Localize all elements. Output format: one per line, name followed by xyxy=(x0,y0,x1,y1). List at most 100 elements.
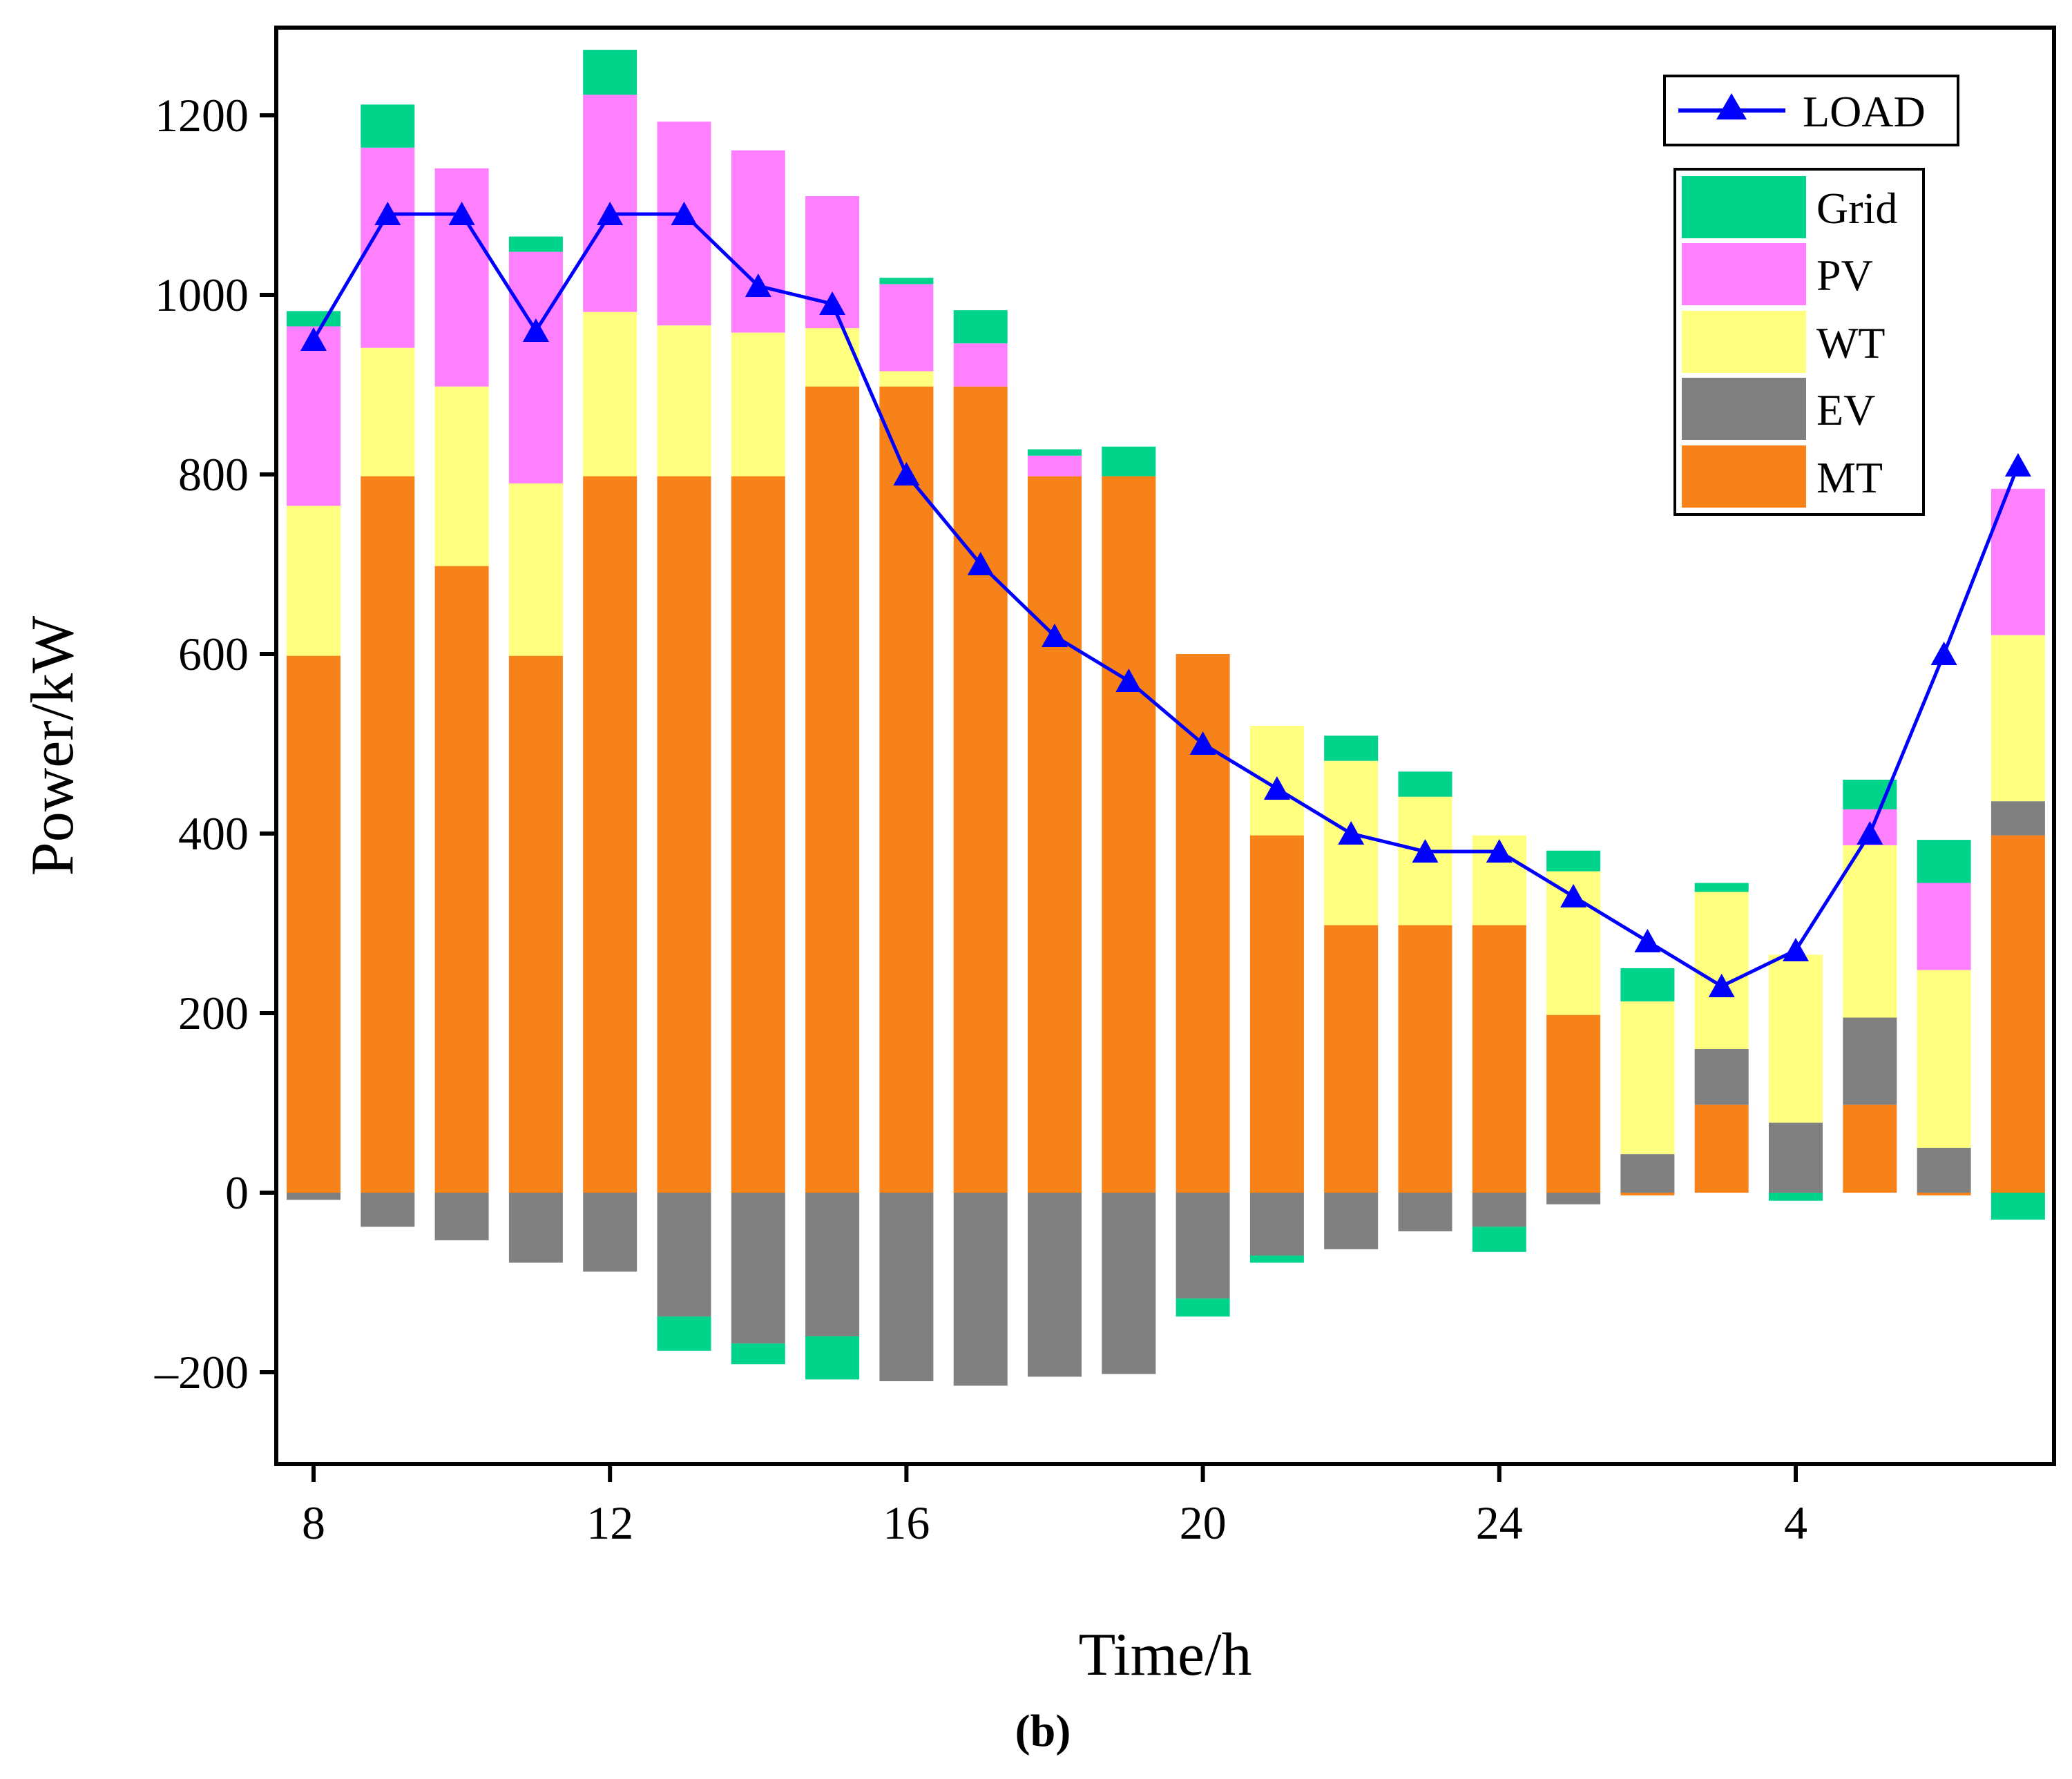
y-tick-label-1000: 1000 xyxy=(155,269,249,321)
load-point-4 xyxy=(1783,938,1809,961)
bar-ev-5 xyxy=(1843,1017,1897,1105)
load-point-5 xyxy=(1857,821,1883,845)
bar-mt-14 xyxy=(731,476,785,1193)
bar-mt-8 xyxy=(287,655,340,1193)
bar-mt-5 xyxy=(1843,1104,1897,1193)
bar-grid-2 xyxy=(1620,968,1675,1002)
x-tick-label-8: 8 xyxy=(302,1497,325,1549)
bar-mt-7 xyxy=(1991,835,2045,1193)
load-point-14 xyxy=(745,273,771,297)
bar-grid-23 xyxy=(1398,771,1452,797)
bar-wt-5 xyxy=(1843,845,1897,1018)
bar-grid-16 xyxy=(879,278,934,285)
x-axis: 8 12 16 20 24 4 xyxy=(302,1464,1807,1549)
bar-mt-22 xyxy=(1324,925,1379,1193)
bar-wt-9 xyxy=(361,347,415,477)
bar-mt-17 xyxy=(953,386,1008,1193)
bar-wt-2 xyxy=(1620,1001,1675,1155)
legend-swatch-ev xyxy=(1682,378,1806,440)
bar-mt-13 xyxy=(657,476,711,1193)
legend-label-wt: WT xyxy=(1816,318,1886,367)
bar-pv-17 xyxy=(953,343,1008,387)
bar-wt-14 xyxy=(731,332,785,477)
bar-ev-15 xyxy=(805,1193,860,1336)
y-tick-label-200: 200 xyxy=(178,987,249,1039)
legend: LOAD Grid PV WT EV MT xyxy=(1663,75,1959,516)
y-tick-label-0: 0 xyxy=(225,1166,249,1219)
bar-ev-23 xyxy=(1398,1193,1452,1231)
bar-grid-15 xyxy=(805,1336,860,1380)
bar-mt-9 xyxy=(361,476,415,1193)
y-tick-label-1200: 1200 xyxy=(155,89,249,142)
bar-pv-16 xyxy=(879,284,934,372)
bar-mt-12 xyxy=(583,476,637,1193)
bar-ev-16 xyxy=(879,1193,934,1381)
bar-wt-13 xyxy=(657,325,711,477)
legend-swatch-pv xyxy=(1682,243,1806,305)
bar-ev-9 xyxy=(361,1193,415,1227)
bar-grid-21 xyxy=(1249,1256,1304,1263)
bar-pv-6 xyxy=(1917,883,1971,970)
bar-ev-1 xyxy=(1546,1193,1601,1204)
bar-mt-1 xyxy=(1546,1014,1601,1193)
bar-ev-11 xyxy=(508,1193,563,1263)
load-point-2 xyxy=(1634,929,1661,952)
bar-pv-14 xyxy=(731,150,785,333)
bar-wt-16 xyxy=(879,371,934,387)
load-point-16 xyxy=(893,462,920,485)
x-tick-label-4: 4 xyxy=(1784,1497,1807,1549)
load-point-13 xyxy=(671,202,698,225)
load-point-7 xyxy=(2004,453,2031,477)
bar-grid-8 xyxy=(287,311,340,327)
bar-grid-20 xyxy=(1176,1298,1230,1317)
bar-grid-3 xyxy=(1694,883,1749,892)
bar-mt-24 xyxy=(1472,925,1526,1193)
bar-grid-7 xyxy=(1991,1193,2045,1220)
load-point-21 xyxy=(1263,776,1290,800)
bar-ev-20 xyxy=(1176,1193,1230,1299)
load-point-8 xyxy=(300,327,327,351)
legend-swatch-grid xyxy=(1682,176,1806,238)
load-point-11 xyxy=(522,318,549,342)
bar-grid-17 xyxy=(953,310,1008,344)
load-point-19 xyxy=(1115,669,1142,692)
bar-ev-4 xyxy=(1769,1122,1823,1193)
bar-grid-12 xyxy=(583,50,637,95)
load-point-20 xyxy=(1189,731,1216,755)
bar-ev-24 xyxy=(1472,1193,1526,1227)
bar-ev-18 xyxy=(1028,1193,1082,1377)
y-axis: –200 0 200 400 600 800 1000 1200 xyxy=(154,89,276,1398)
figure-caption: (b) xyxy=(1015,1706,1071,1756)
bar-ev-7 xyxy=(1991,801,2045,836)
plot-frame xyxy=(274,26,2056,1466)
bar-grid-22 xyxy=(1324,735,1379,761)
bar-wt-3 xyxy=(1694,892,1749,1049)
bar-wt-4 xyxy=(1769,954,1823,1123)
x-tick-label-12: 12 xyxy=(586,1497,633,1549)
load-line xyxy=(311,212,2020,988)
load-point-23 xyxy=(1412,839,1439,863)
legend-swatch-wt xyxy=(1682,311,1806,373)
load-point-10 xyxy=(448,202,475,225)
x-axis-title: Time/h xyxy=(1078,1622,1251,1689)
bar-wt-12 xyxy=(583,311,637,477)
legend-label-grid: Grid xyxy=(1816,184,1897,233)
bar-ev-19 xyxy=(1102,1193,1156,1374)
bar-mt-3 xyxy=(1694,1104,1749,1193)
bar-mt-18 xyxy=(1028,476,1082,1193)
legend-swatch-mt xyxy=(1682,445,1806,508)
bar-grid-13 xyxy=(657,1316,711,1351)
load-point-17 xyxy=(967,552,994,575)
bar-grid-19 xyxy=(1102,446,1156,477)
bar-mt-10 xyxy=(434,566,489,1193)
load-point-24 xyxy=(1486,839,1513,863)
y-tick-label-600: 600 xyxy=(178,628,249,680)
load-point-18 xyxy=(1042,624,1068,647)
bar-mt-15 xyxy=(805,386,860,1193)
bar-ev-13 xyxy=(657,1193,711,1317)
bar-grid-11 xyxy=(508,236,563,252)
bar-grid-18 xyxy=(1028,449,1082,456)
bar-ev-8 xyxy=(287,1193,340,1200)
bar-grid-4 xyxy=(1769,1193,1823,1201)
